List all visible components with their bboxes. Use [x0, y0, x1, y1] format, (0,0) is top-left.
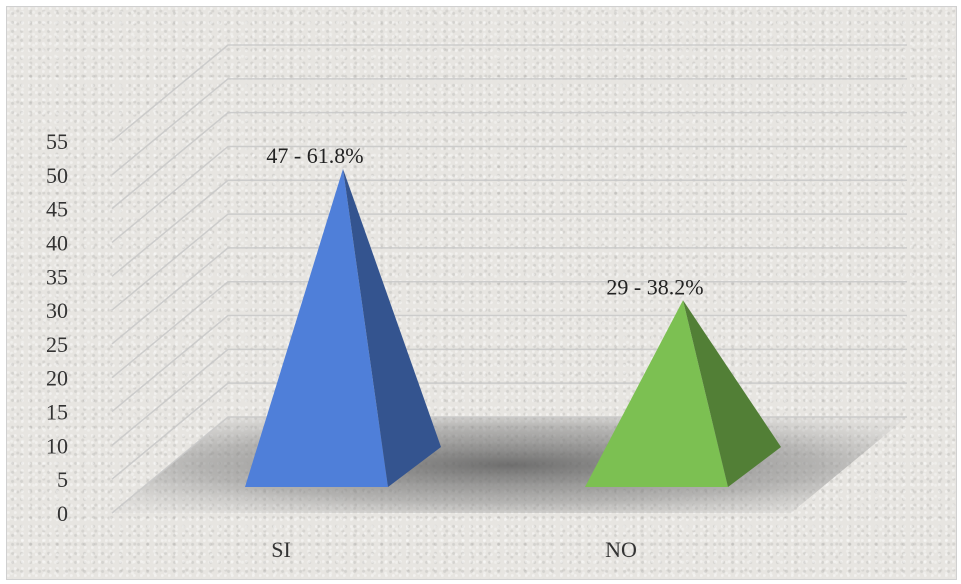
y-tick-label: 20	[46, 366, 68, 391]
gridline	[111, 78, 907, 176]
gridline	[111, 179, 907, 277]
y-tick-label: 40	[46, 230, 68, 255]
gridline	[111, 145, 907, 244]
x-category-label: NO	[605, 537, 637, 562]
pyramid-no-front	[585, 300, 728, 487]
y-tick-label: 35	[46, 264, 68, 289]
y-tick-label: 45	[46, 197, 68, 222]
data-label: 47 - 61.8%	[266, 143, 363, 168]
gridline	[111, 247, 907, 345]
y-tick-label: 50	[46, 163, 68, 188]
y-tick-label: 10	[46, 433, 68, 458]
gridline	[111, 44, 907, 142]
y-tick-label: 5	[57, 467, 68, 492]
y-tick-label: 25	[46, 332, 68, 357]
pyramid-si-side	[343, 168, 441, 487]
y-tick-label: 0	[57, 501, 68, 526]
y-tick-label: 15	[46, 400, 68, 425]
gridline	[111, 111, 907, 210]
gridline	[111, 314, 907, 413]
y-tick-label: 30	[46, 298, 68, 323]
pyramid-no-side	[683, 300, 781, 487]
y-tick-label: 55	[46, 129, 68, 154]
pyramid-si-front	[245, 168, 388, 487]
gridline	[111, 280, 907, 379]
data-label: 29 - 38.2%	[606, 274, 703, 299]
x-category-label: SI	[271, 537, 291, 562]
chart-floor	[112, 417, 907, 513]
gridline	[111, 213, 907, 311]
